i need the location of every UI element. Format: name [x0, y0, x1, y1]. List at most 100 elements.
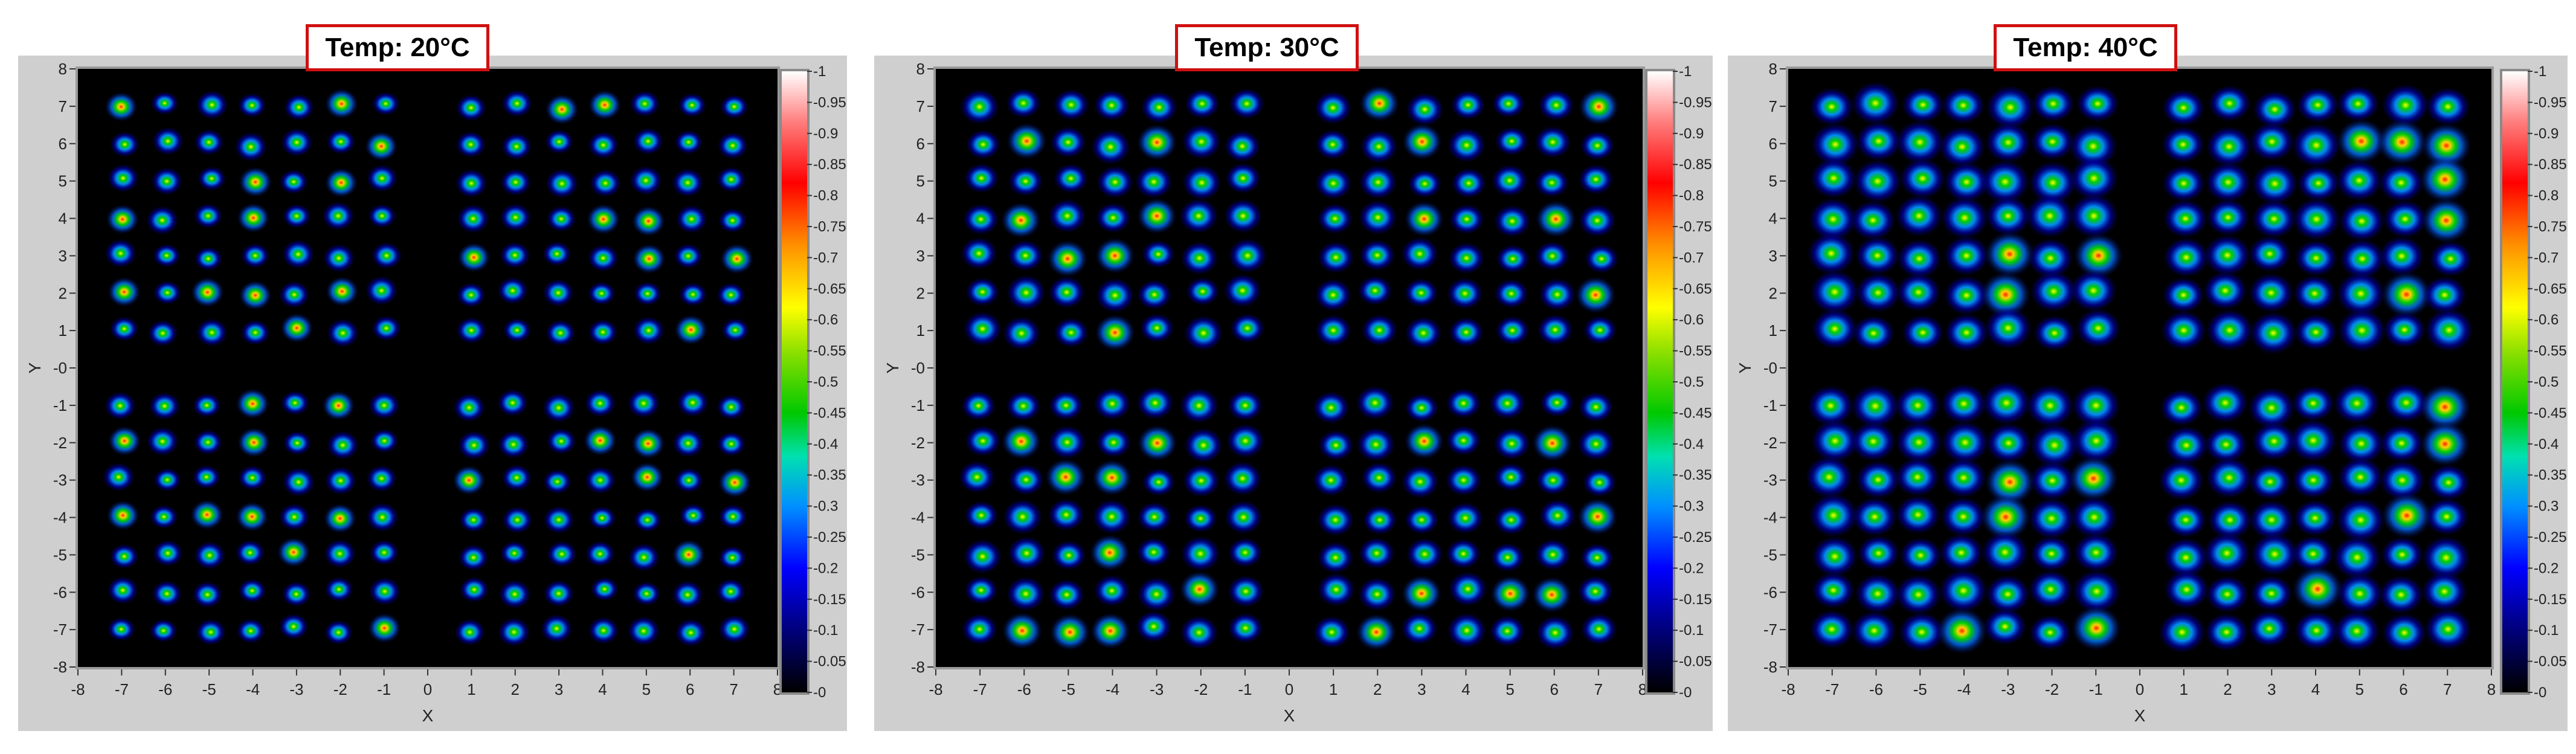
beam-spot: [1850, 421, 1896, 462]
beam-spot: [2336, 572, 2384, 615]
heatmap-chart-30c: -8 -7 -6 -5 -4 -3 -2 -1 0 1 2 3 4 5 6 7 8 8 7 6 5 4 3 2 1 -0 -1 -2 -…: [883, 60, 1712, 725]
beam-spot: [149, 504, 178, 529]
beam-spot: [2249, 463, 2292, 500]
y-tick-label: -7: [53, 620, 67, 639]
beam-spot: [452, 465, 486, 495]
beam-spot: [2030, 535, 2073, 572]
beam-spot: [546, 541, 578, 568]
beam-spot: [1401, 575, 1442, 612]
beam-spot: [2292, 198, 2341, 241]
beam-spot: [1493, 505, 1529, 535]
beam-spot: [2291, 535, 2335, 573]
beam-spot: [2293, 275, 2337, 312]
beam-spot: [1493, 205, 1531, 237]
beam-spot: [1985, 575, 2030, 614]
beam-spot: [1229, 313, 1265, 344]
beam-spot: [1360, 462, 1397, 494]
beam-spot: [277, 537, 311, 567]
colorbar-tick-label: -0.75: [1679, 219, 1712, 235]
x-tick-label: -1: [2089, 680, 2103, 698]
beam-spot: [1226, 424, 1265, 459]
y-tick-label: 3: [59, 246, 67, 265]
y-tick-label: -6: [53, 583, 67, 601]
beam-spot: [2030, 270, 2078, 312]
beam-spot: [283, 430, 312, 456]
colorbar-tick-label: -1: [2534, 63, 2546, 80]
beam-spot: [501, 132, 532, 161]
beam-spot: [2338, 201, 2385, 242]
beam-spot: [1493, 427, 1531, 460]
y-tick-label: 4: [59, 210, 67, 228]
beam-spot: [1811, 122, 1860, 167]
colorbar-tick-label: -0.2: [813, 560, 838, 576]
y-tick-label: 6: [916, 135, 925, 153]
beam-spot: [2421, 198, 2471, 243]
beam-spot: [2296, 86, 2339, 123]
beam-spot: [371, 315, 402, 341]
beam-spot: [1140, 91, 1178, 124]
beam-spot: [1451, 167, 1487, 199]
beam-spot: [321, 201, 355, 231]
beam-spot: [2252, 90, 2297, 129]
beam-spot: [2159, 388, 2203, 427]
beam-spot: [2293, 499, 2337, 537]
x-tick-label: -6: [158, 680, 172, 698]
beam-spot: [147, 320, 178, 347]
beam-spot: [501, 506, 533, 534]
x-tick-label: 5: [2355, 680, 2364, 698]
beam-spot: [540, 614, 573, 643]
colorbar-tick-label: -0.85: [2534, 156, 2567, 173]
beam-spot: [146, 427, 179, 456]
beam-spot: [2379, 460, 2426, 501]
beam-spot: [497, 617, 530, 647]
beam-spot: [1895, 195, 1943, 237]
beam-spot: [195, 619, 227, 646]
beam-spot: [280, 390, 310, 416]
beam-spot: [1895, 495, 1941, 535]
beam-spot: [2070, 496, 2118, 538]
beam-spot: [2073, 532, 2119, 573]
colorbar-tick-label: -0.65: [813, 281, 846, 297]
beam-spot: [1095, 427, 1132, 458]
beam-spot: [1583, 315, 1617, 345]
colorbar-tick-label: -0.4: [813, 436, 838, 453]
beam-spot: [588, 319, 618, 346]
beam-spot: [963, 539, 1002, 575]
beam-spot: [1223, 273, 1262, 308]
colorbar-tick-label: -0.05: [1679, 654, 1712, 670]
beam-spot: [324, 620, 353, 645]
beam-spot: [326, 318, 359, 348]
beam-spot: [2380, 536, 2424, 573]
beam-spot: [195, 90, 228, 120]
beam-spot: [1228, 613, 1264, 644]
beam-spot: [193, 203, 223, 229]
beam-spot: [279, 169, 309, 195]
beam-spot: [542, 393, 576, 423]
y-tick-label: -1: [911, 396, 925, 414]
colorbar-tick-label: -0.1: [2534, 622, 2558, 639]
beam-spot: [1404, 393, 1439, 422]
beam-spot: [151, 580, 182, 607]
beam-spot: [2203, 532, 2251, 575]
beam-spot: [628, 543, 660, 572]
beam-spot: [1400, 612, 1438, 645]
colorbar-tick-label: -0.5: [813, 374, 838, 390]
beam-spot: [588, 89, 622, 120]
y-axis-label: Y: [883, 362, 902, 373]
beam-spot: [2158, 611, 2206, 654]
beam-spot: [235, 501, 269, 532]
x-tick-label: 4: [598, 680, 607, 698]
beam-spot: [1575, 276, 1616, 314]
colorbar-tick-label: -0.2: [2534, 560, 2558, 576]
beam-spot: [237, 92, 267, 118]
beam-spot: [2206, 309, 2254, 352]
beam-spot: [673, 243, 703, 269]
beam-spot: [960, 237, 998, 270]
beam-spot: [716, 282, 745, 308]
beam-spot: [1001, 423, 1042, 460]
colorbar-tick-label: -0.6: [1679, 312, 1704, 328]
plot-area: [936, 69, 1643, 667]
beam-spot: [674, 130, 703, 155]
beam-spot: [2381, 271, 2432, 318]
x-tick-label: -2: [1194, 680, 1208, 698]
